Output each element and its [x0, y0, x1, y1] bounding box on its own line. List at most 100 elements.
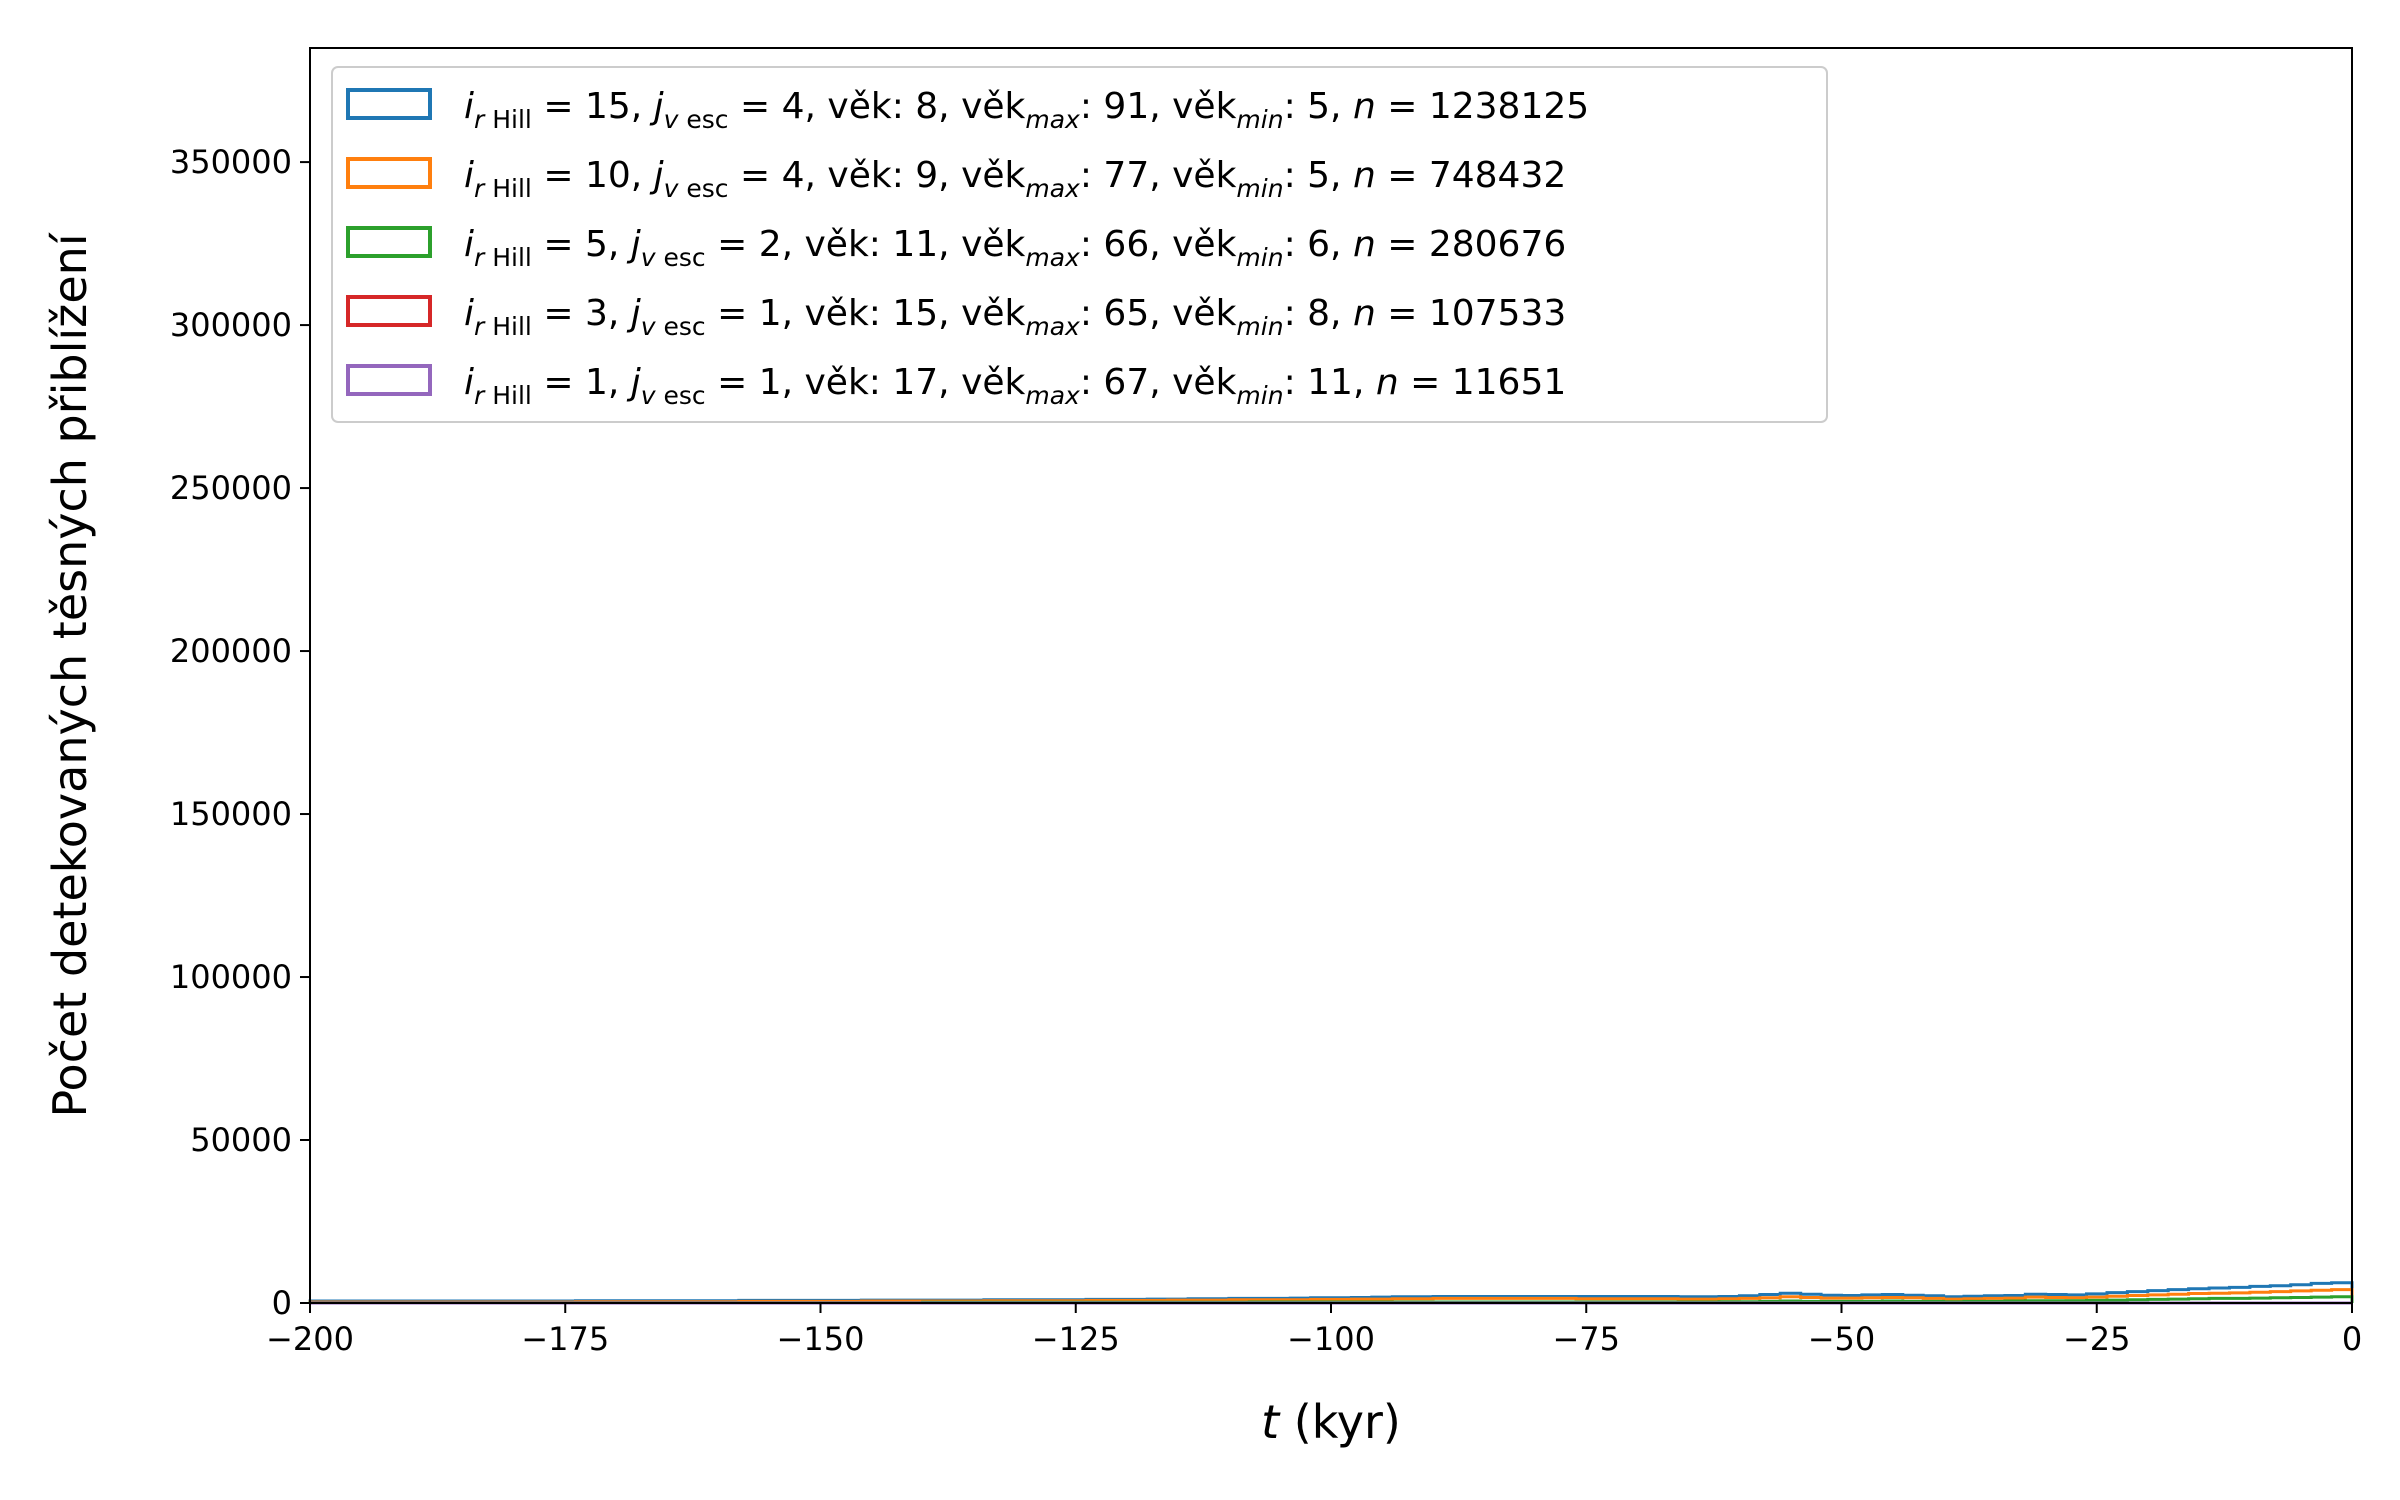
- legend-vek-value: 11, věk: [892, 224, 1025, 265]
- legend-vekmin-value: : 5,: [1284, 86, 1353, 127]
- y-axis: 0 50000 100000 150000 200000 250000 300000 3500…: [170, 143, 310, 1322]
- y-tick-label: 50000: [190, 1121, 292, 1159]
- legend-text-part: i: [464, 155, 474, 196]
- x-tick-label: 0: [2342, 1320, 2362, 1358]
- legend-vekmin-value: : 11,: [1284, 362, 1376, 403]
- legend-text-part: max: [1025, 243, 1080, 272]
- legend-text-part: min: [1236, 381, 1283, 410]
- legend-vekmax-value: : 65, věk: [1080, 293, 1237, 334]
- y-tick-label: 100000: [170, 958, 292, 996]
- legend-text-part: esc: [656, 243, 706, 272]
- legend-text-part: max: [1025, 312, 1080, 341]
- legend-swatch: [346, 226, 432, 258]
- legend-vek-value: 15, věk: [892, 293, 1025, 334]
- legend-text-part: Hill: [484, 243, 532, 272]
- legend-entry: ir Hill = 15, jv esc = 4, věk: 8, věkmax…: [346, 86, 1589, 134]
- y-tick-label: 150000: [170, 795, 292, 833]
- legend-jv-value: = 4, věk:: [729, 155, 916, 196]
- legend-label: ir Hill = 1, jv esc = 1, věk: 17, věkmax…: [464, 362, 1566, 410]
- legend-text-part: min: [1236, 105, 1283, 134]
- legend-ir-value: = 5,: [532, 224, 631, 265]
- legend-text-part: n: [1353, 224, 1376, 265]
- legend-text-part: v: [641, 381, 657, 410]
- legend: ir Hill = 15, jv esc = 4, věk: 8, věkmax…: [331, 66, 1828, 423]
- legend-vekmin-value: : 6,: [1284, 224, 1353, 265]
- legend-swatch: [346, 157, 432, 189]
- legend-n-value: = 748432: [1376, 155, 1566, 196]
- legend-entry: ir Hill = 5, jv esc = 2, věk: 11, věkmax…: [346, 224, 1566, 272]
- legend-text-part: v: [641, 243, 657, 272]
- legend-n-value: = 280676: [1376, 224, 1566, 265]
- legend-ir-value: = 1,: [532, 362, 631, 403]
- legend-text-part: v: [664, 174, 680, 203]
- legend-text-part: i: [464, 362, 474, 403]
- legend-label: ir Hill = 10, jv esc = 4, věk: 9, věkmax…: [464, 155, 1566, 203]
- legend-text-part: v: [641, 312, 657, 341]
- legend-label: ir Hill = 5, jv esc = 2, věk: 11, věkmax…: [464, 224, 1566, 272]
- legend-label: ir Hill = 15, jv esc = 4, věk: 8, věkmax…: [464, 86, 1589, 134]
- legend-text-part: max: [1025, 105, 1080, 134]
- legend-swatch: [346, 88, 432, 120]
- x-axis-label: t (kyr): [1261, 1395, 1401, 1449]
- y-axis-label: Počet detekovaných těsných přiblížení: [43, 232, 97, 1117]
- legend-text-part: esc: [678, 174, 728, 203]
- legend-jv-value: = 4, věk:: [729, 86, 916, 127]
- x-tick-label: −125: [1032, 1320, 1120, 1358]
- legend-swatch: [346, 364, 432, 396]
- x-tick-label: −25: [2063, 1320, 2131, 1358]
- legend-vekmax-value: : 67, věk: [1080, 362, 1237, 403]
- y-tick-label: 350000: [170, 143, 292, 181]
- legend-text-part: r: [474, 312, 486, 341]
- legend-jv-value: = 1, věk:: [706, 362, 893, 403]
- legend-text-part: max: [1025, 174, 1080, 203]
- legend-entry: ir Hill = 1, jv esc = 1, věk: 17, věkmax…: [346, 362, 1566, 410]
- legend-text-part: r: [474, 174, 486, 203]
- y-tick-label: 200000: [170, 632, 292, 670]
- legend-vekmin-value: : 8,: [1284, 293, 1353, 334]
- x-axis-variable: t: [1261, 1395, 1281, 1449]
- x-tick-label: −75: [1552, 1320, 1620, 1358]
- x-tick-label: −50: [1808, 1320, 1876, 1358]
- legend-n-value: = 11651: [1399, 362, 1567, 403]
- y-tick-label: 300000: [170, 306, 292, 344]
- legend-entry: ir Hill = 10, jv esc = 4, věk: 9, věkmax…: [346, 155, 1566, 203]
- x-tick-label: −150: [777, 1320, 865, 1358]
- legend-text-part: min: [1236, 174, 1283, 203]
- legend-jv-value: = 2, věk:: [706, 224, 893, 265]
- legend-text-part: i: [464, 293, 474, 334]
- legend-text-part: r: [474, 243, 486, 272]
- x-tick-label: −100: [1287, 1320, 1375, 1358]
- legend-vek-value: 8, věk: [915, 86, 1025, 127]
- legend-text-part: v: [664, 105, 680, 134]
- legend-text-part: r: [474, 105, 486, 134]
- legend-jv-value: = 1, věk:: [706, 293, 893, 334]
- legend-text-part: i: [464, 86, 474, 127]
- legend-label: ir Hill = 3, jv esc = 1, věk: 15, věkmax…: [464, 293, 1566, 341]
- legend-vek-value: 17, věk: [892, 362, 1025, 403]
- legend-text-part: n: [1353, 86, 1376, 127]
- legend-vekmin-value: : 5,: [1284, 155, 1353, 196]
- x-axis: −200 −175 −150 −125 −100 −75 −50 −25 0: [266, 1303, 2362, 1358]
- legend-text-part: max: [1025, 381, 1080, 410]
- legend-ir-value: = 15,: [532, 86, 654, 127]
- legend-n-value: = 1238125: [1376, 86, 1589, 127]
- legend-text-part: n: [1353, 293, 1376, 334]
- legend-text-part: esc: [656, 381, 706, 410]
- legend-text-part: Hill: [484, 105, 532, 134]
- legend-swatch: [346, 295, 432, 327]
- legend-vekmax-value: : 77, věk: [1080, 155, 1237, 196]
- y-tick-label: 250000: [170, 469, 292, 507]
- legend-text-part: n: [1353, 155, 1376, 196]
- legend-text-part: Hill: [484, 381, 532, 410]
- y-tick-label: 0: [272, 1284, 292, 1322]
- legend-vekmax-value: : 66, věk: [1080, 224, 1237, 265]
- x-tick-label: −175: [521, 1320, 609, 1358]
- legend-n-value: = 107533: [1376, 293, 1566, 334]
- legend-text-part: Hill: [484, 174, 532, 203]
- legend-ir-value: = 3,: [532, 293, 631, 334]
- legend-text-part: r: [474, 381, 486, 410]
- legend-ir-value: = 10,: [532, 155, 654, 196]
- legend-text-part: i: [464, 224, 474, 265]
- x-tick-label: −200: [266, 1320, 354, 1358]
- x-axis-unit: (kyr): [1279, 1395, 1401, 1449]
